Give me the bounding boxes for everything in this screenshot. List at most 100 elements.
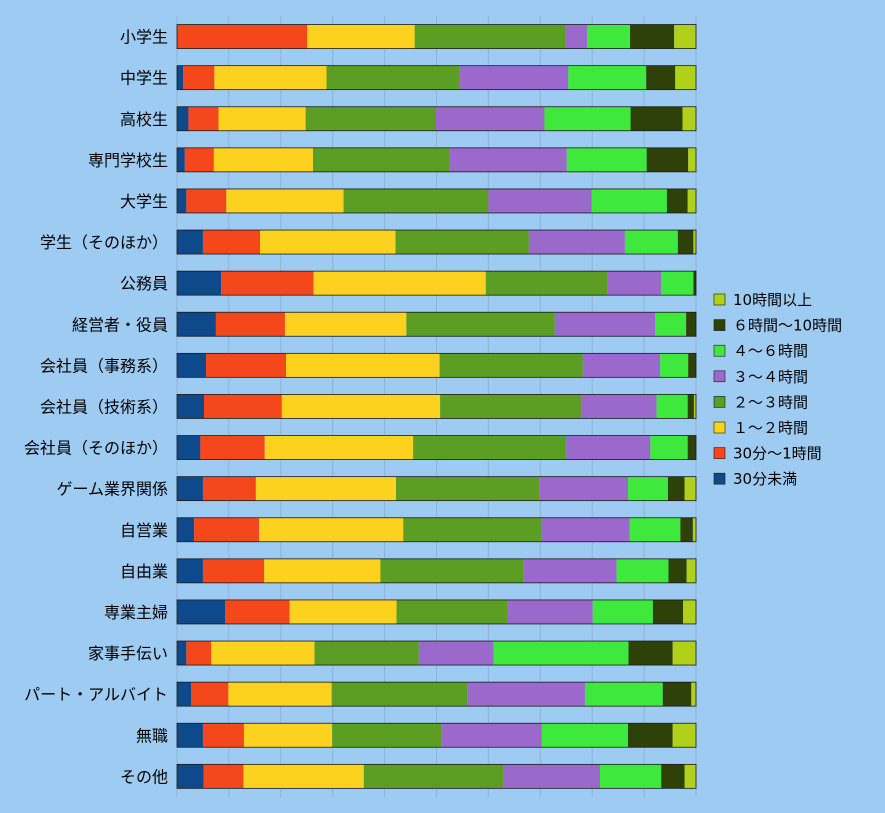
bar-segment (177, 106, 189, 131)
bar-segment (541, 517, 630, 542)
bar-segment (650, 435, 688, 460)
bar-segment (485, 271, 608, 296)
bar-segment (662, 682, 692, 707)
bar-segment (688, 147, 696, 172)
bar-segment (691, 682, 696, 707)
bar-segment (692, 517, 696, 542)
bar-segment (624, 230, 678, 255)
bar-segment (177, 65, 184, 90)
bar-segment (285, 353, 440, 378)
bar-outline (176, 106, 697, 132)
bar-segment (687, 394, 694, 419)
bar-segment (668, 558, 687, 583)
bar-segment (226, 188, 344, 213)
legend: 10時間以上 ６時間～10時間 ４～６時間 ３～４時間 ２～３時間 １～２時間 30分～1時… (713, 291, 842, 488)
legend-swatch (713, 472, 726, 485)
bar-segment (255, 476, 397, 501)
bar-segment (693, 394, 696, 419)
legend-label: 30分未満 (733, 470, 797, 488)
bar-segment (661, 271, 694, 296)
bar-segment (259, 517, 404, 542)
bar-segment (215, 312, 285, 337)
bar-segment (687, 435, 696, 460)
bar-segment (221, 271, 314, 296)
bar-segment (202, 476, 256, 501)
category-label: 自由業 (120, 562, 168, 581)
bar-segment (683, 599, 696, 624)
bar-outline (176, 599, 697, 625)
legend-swatch (713, 293, 726, 306)
bar-segment (214, 65, 327, 90)
bar-segment (629, 517, 681, 542)
bar-segment (656, 394, 688, 419)
bar-segment (184, 147, 214, 172)
category-label: 専業主婦 (104, 603, 168, 622)
legend-swatch (713, 421, 726, 434)
bar-segment (202, 230, 261, 255)
bar-segment (661, 764, 685, 789)
bar-segment (188, 106, 219, 131)
bar-segment (177, 312, 216, 337)
bar-segment (225, 599, 290, 624)
bar-segment (667, 476, 685, 501)
bar-segment (203, 394, 282, 419)
bar-segment (177, 641, 187, 666)
bar-segment (628, 476, 668, 501)
category-label: 大学生 (120, 192, 168, 211)
legend-label: 10時間以上 (733, 291, 812, 309)
bar-segment (677, 230, 694, 255)
bar-segment (307, 24, 415, 49)
category-label: 自営業 (120, 521, 168, 540)
bar-segment (200, 435, 265, 460)
category-label: 経営者・役員 (72, 315, 168, 334)
bar-segment (686, 558, 696, 583)
bar-segment (177, 147, 185, 172)
bar-segment (688, 353, 696, 378)
bar-segment (441, 723, 542, 748)
bar-segment (177, 24, 308, 49)
bar-segment (177, 558, 203, 583)
bar-segment (177, 271, 222, 296)
category-label: ゲーム業界関係 (56, 480, 168, 499)
bar-segment (213, 147, 313, 172)
bar-outline (176, 24, 697, 49)
category-label: 会社員（そのほか） (24, 439, 168, 458)
bar-segment (264, 435, 414, 460)
bar-segment (502, 764, 600, 789)
category-label: 小学生 (120, 28, 168, 47)
bar-segment (554, 312, 655, 337)
bar-segment (191, 682, 229, 707)
category-label: 専門学校生 (88, 151, 168, 170)
bar-segment (584, 682, 663, 707)
bar-segment (568, 65, 647, 90)
bar-segment (607, 271, 662, 296)
legend-swatch (713, 319, 726, 331)
legend-label: １～２時間 (733, 419, 808, 437)
category-label: 無職 (136, 726, 168, 745)
bar-segment (587, 24, 631, 49)
bar-segment (177, 682, 192, 707)
bar-segment (414, 24, 566, 49)
bar-segment (403, 517, 542, 542)
bar-segment (177, 764, 204, 789)
bar-segment (228, 682, 332, 707)
bar-segment (395, 230, 529, 255)
bar-segment (363, 764, 503, 789)
bar-segment (488, 188, 592, 213)
legend-label: ２～３時間 (733, 393, 808, 411)
legend-label: ４～６時間 (733, 342, 808, 360)
bar-segment (281, 394, 441, 419)
bar-segment (459, 65, 569, 90)
bar-outline (176, 681, 697, 707)
bar-segment (186, 641, 212, 666)
bar-segment (652, 599, 684, 624)
bar-segment (243, 723, 333, 748)
bar-outline (176, 558, 697, 584)
bar-outline (176, 229, 697, 255)
category-label: 公務員 (120, 274, 168, 293)
bar-segment (693, 271, 696, 296)
category-label: 学生（そのほか） (40, 233, 168, 252)
bar-segment (616, 558, 669, 583)
bar-segment (674, 24, 696, 49)
bar-segment (565, 24, 588, 49)
